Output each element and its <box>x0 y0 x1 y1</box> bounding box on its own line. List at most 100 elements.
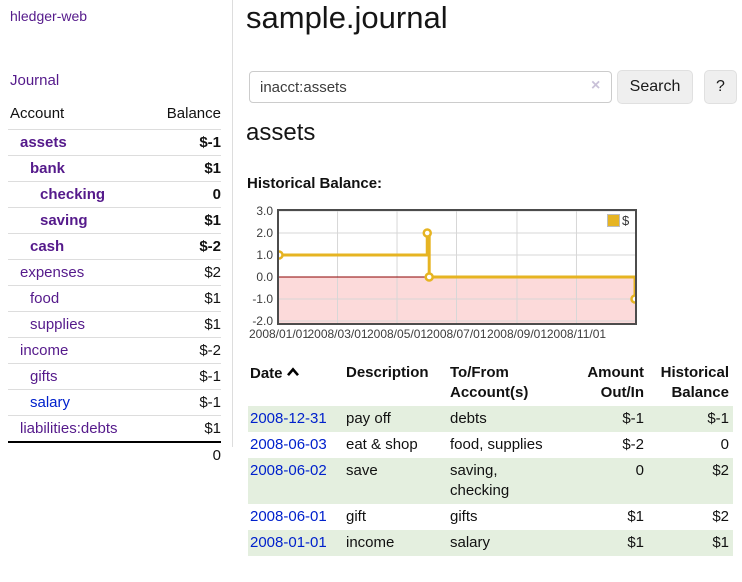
account-link[interactable]: gifts <box>30 368 58 385</box>
register-header-date[interactable]: Date <box>248 360 344 406</box>
search-button[interactable]: Search <box>617 70 693 104</box>
register-row: 2008-06-02 save saving, checking 0 $2 <box>248 458 733 504</box>
account-row: checking 0 <box>8 181 221 208</box>
transaction-balance: $2 <box>712 508 729 525</box>
account-link[interactable]: supplies <box>30 316 86 333</box>
transaction-date-link[interactable]: 2008-01-01 <box>250 534 327 551</box>
x-axis-tick-label: 2008/09/01 <box>486 327 547 341</box>
register-row: 2008-12-31 pay off debts $-1 $-1 <box>248 406 733 432</box>
clear-search-icon[interactable]: × <box>591 77 601 94</box>
register-row: 2008-06-01 gift gifts $1 $2 <box>248 504 733 530</box>
account-row: expenses $2 <box>8 259 221 286</box>
balance-chart: 3.0 2.0 1.0 0.0 -1.0 -2.0 2008/01/01 2008/03/01… <box>245 200 645 345</box>
transaction-amount: $-1 <box>580 406 648 432</box>
sidebar-divider <box>232 0 233 447</box>
x-axis-tick-label: 2008/11/01 <box>546 327 607 341</box>
account-link[interactable]: cash <box>30 238 65 255</box>
chart-title: Historical Balance: <box>247 175 383 192</box>
transaction-balance: $-1 <box>648 406 733 432</box>
transaction-accounts: gifts <box>450 508 478 525</box>
account-balance: $1 <box>204 160 221 177</box>
register-header-accounts: To/From Account(s) <box>450 364 529 401</box>
account-balance: 0 <box>212 186 221 203</box>
transaction-accounts: debts <box>448 406 580 432</box>
transaction-accounts: saving, checking <box>448 458 580 504</box>
account-title: assets <box>246 119 316 146</box>
register-header-amount: Amount Out/In <box>587 364 644 401</box>
y-axis-tick-label: 3.0 <box>256 204 273 218</box>
account-row: assets $-1 <box>8 129 221 156</box>
transaction-amount: $1 <box>627 508 644 525</box>
y-axis-tick-label: 2.0 <box>256 226 273 240</box>
account-link[interactable]: food <box>30 290 60 307</box>
transaction-amount: 0 <box>580 458 648 504</box>
transaction-description: eat & shop <box>346 436 418 453</box>
account-balance: $-2 <box>199 342 221 359</box>
transaction-description: income <box>344 530 448 556</box>
transaction-amount: $-2 <box>622 436 644 453</box>
accounts-header-account: Account <box>10 105 65 122</box>
total-row: 0 <box>8 442 221 470</box>
x-axis-tick-label: 2008/01/01 <box>248 327 310 341</box>
transaction-balance: 0 <box>720 436 729 453</box>
account-link[interactable]: bank <box>30 160 66 177</box>
account-row: supplies $1 <box>8 311 221 338</box>
legend-swatch-icon <box>607 214 620 227</box>
account-row: income $-2 <box>8 337 221 364</box>
account-balance: $-1 <box>199 394 221 411</box>
search-input[interactable] <box>249 71 612 103</box>
register-header-row: Date Description To/From Account(s) Amou… <box>248 360 733 406</box>
account-link[interactable]: saving <box>40 212 88 229</box>
y-axis-tick-label: 1.0 <box>256 248 273 262</box>
account-row: liabilities:debts $1 <box>8 415 221 443</box>
x-axis-tick-label: 2008/07/01 <box>426 327 487 341</box>
account-row: food $1 <box>8 285 221 312</box>
transaction-description: save <box>344 458 448 504</box>
account-link[interactable]: liabilities:debts <box>20 420 118 437</box>
account-link[interactable]: income <box>20 342 69 359</box>
account-balance: $1 <box>204 212 221 229</box>
transaction-date-link[interactable]: 2008-12-31 <box>250 410 327 427</box>
account-row: gifts $-1 <box>8 363 221 390</box>
nav-journal-link[interactable]: Journal <box>10 72 60 89</box>
page-title: sample.journal <box>246 0 448 35</box>
register-row: 2008-06-03 eat & shop food, supplies $-2 0 <box>248 432 733 458</box>
register-row: 2008-01-01 income salary $1 $1 <box>248 530 733 556</box>
account-balance: $-1 <box>199 134 221 151</box>
chart-legend: $ <box>606 212 631 229</box>
help-button[interactable]: ? <box>704 70 737 104</box>
app-brand-link[interactable]: hledger-web <box>10 8 88 24</box>
legend-series-label: $ <box>622 213 630 228</box>
transaction-description: gift <box>346 508 367 525</box>
account-row: salary $-1 <box>8 389 221 416</box>
transaction-balance: $2 <box>648 458 733 504</box>
account-link[interactable]: checking <box>40 186 106 203</box>
sidebar: hledger-web Journal Account Balance asse… <box>0 0 232 582</box>
register-table: Date Description To/From Account(s) Amou… <box>248 360 733 556</box>
accounts-header-balance: Balance <box>166 105 221 122</box>
y-axis-tick-label: -2.0 <box>252 314 273 328</box>
account-row: bank $1 <box>8 155 221 182</box>
chevron-up-icon <box>286 363 300 383</box>
accounts-table: Account Balance assets $-1 bank $1 checking 0… <box>8 100 221 470</box>
x-axis-tick-label: 2008/03/01 <box>307 327 368 341</box>
y-axis-tick-label: 0.0 <box>256 270 273 284</box>
total-balance: 0 <box>212 447 221 464</box>
account-balance: $-2 <box>199 238 221 255</box>
chart-plot-area <box>277 209 637 325</box>
account-link[interactable]: expenses <box>20 264 85 281</box>
account-link[interactable]: salary <box>30 394 71 411</box>
transaction-description: pay off <box>344 406 448 432</box>
transaction-date-link[interactable]: 2008-06-03 <box>250 436 327 453</box>
accounts-header-row: Account Balance <box>8 100 221 130</box>
transaction-date-link[interactable]: 2008-06-01 <box>250 508 327 525</box>
transaction-date-link[interactable]: 2008-06-02 <box>250 462 327 479</box>
x-axis-tick-label: 2008/05/01 <box>366 327 428 341</box>
account-balance: $1 <box>204 420 221 437</box>
account-row: saving $1 <box>8 207 221 234</box>
account-link[interactable]: assets <box>20 134 67 151</box>
register-header-balance: Historical Balance <box>660 364 729 401</box>
y-axis-tick-label: -1.0 <box>252 292 273 306</box>
transaction-balance: $1 <box>648 530 733 556</box>
account-balance: $1 <box>204 316 221 333</box>
